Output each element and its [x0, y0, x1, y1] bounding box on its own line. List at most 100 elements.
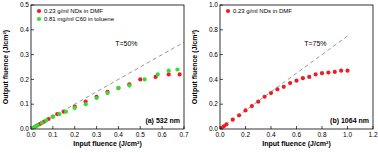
legend-marker	[226, 9, 230, 13]
point	[143, 77, 147, 81]
x-axis-label: Input fluence (J/cm²)	[262, 140, 330, 148]
point	[35, 123, 39, 127]
point	[40, 121, 44, 125]
y-tick-label: 0.8	[209, 26, 218, 33]
point	[314, 72, 318, 76]
point	[345, 69, 349, 73]
x-tick	[271, 126, 272, 129]
annotation: T=75%	[304, 40, 326, 47]
y-tick	[31, 104, 34, 105]
reference-line	[220, 36, 348, 129]
y-tick-label: 0.4	[209, 76, 218, 83]
point	[116, 86, 120, 90]
y-tick	[220, 29, 223, 30]
point	[51, 115, 55, 119]
x-tick-label: 0.8	[317, 131, 326, 138]
reference-line	[31, 42, 184, 129]
legend-marker	[37, 17, 41, 21]
point	[175, 67, 179, 71]
x-tick	[140, 126, 141, 129]
annotation: T=50%	[115, 40, 137, 47]
x-tick	[96, 126, 97, 129]
plot-area	[220, 5, 373, 129]
x-tick	[296, 126, 297, 129]
point	[73, 106, 77, 110]
x-tick-label: 0.2	[70, 131, 79, 138]
y-tick-label: 0.6	[209, 51, 218, 58]
point	[35, 123, 39, 127]
y-tick-label: 0.5	[20, 1, 29, 8]
point	[243, 108, 247, 112]
point	[256, 100, 260, 104]
point	[320, 71, 324, 75]
x-tick-label: 1.0	[343, 131, 352, 138]
panel-label: (b) 1064 nm	[330, 117, 369, 125]
y-tick	[31, 29, 34, 30]
point	[231, 118, 235, 122]
point	[250, 104, 254, 108]
x-tick-label: 0.4	[114, 131, 123, 138]
y-axis-label: Output fluence (J/cm²)	[191, 30, 199, 104]
legend-label: 0.23 g/ml NDs in DMF	[44, 8, 103, 14]
data-layer	[220, 36, 350, 129]
point	[40, 121, 44, 125]
y-tick	[31, 79, 34, 80]
x-tick	[52, 126, 53, 129]
x-tick	[245, 126, 246, 129]
point	[288, 81, 292, 85]
point	[307, 75, 311, 79]
y-tick	[220, 54, 223, 55]
point	[339, 69, 343, 73]
point	[116, 86, 120, 90]
y-tick-label: 0.2	[209, 100, 218, 107]
point	[263, 95, 267, 99]
point	[333, 70, 337, 74]
panel: 0.00.20.40.60.81.01.20.00.20.40.60.81.0I…	[191, 1, 378, 148]
frame	[220, 5, 373, 129]
point	[94, 96, 98, 100]
y-tick-label: 0.0	[209, 125, 218, 132]
point	[326, 70, 330, 74]
y-tick-label: 0.0	[20, 125, 29, 132]
y-tick	[220, 104, 223, 105]
point	[57, 112, 61, 116]
point	[105, 91, 109, 95]
point	[237, 113, 241, 117]
plot-area	[31, 5, 184, 129]
point	[156, 72, 160, 76]
x-tick-label: 0.3	[92, 131, 101, 138]
point	[294, 79, 298, 83]
point	[167, 69, 171, 73]
legend-label: 0.23 g/ml NDs in DMF	[233, 8, 292, 14]
y-tick-label: 0.4	[20, 26, 29, 33]
x-tick-label: 0.6	[292, 131, 301, 138]
point	[269, 91, 273, 95]
x-tick	[347, 126, 348, 129]
y-axis-label: Output fluence (J/cm²)	[2, 30, 10, 104]
figure: 0.00.10.20.30.40.50.60.70.00.10.20.30.40…	[0, 0, 378, 153]
legend-marker	[37, 9, 41, 13]
x-tick-label: 0.6	[158, 131, 167, 138]
x-tick-label: 0.1	[48, 131, 57, 138]
y-tick-label: 0.3	[20, 51, 29, 58]
x-tick-label: 0.7	[179, 131, 188, 138]
x-tick	[118, 126, 119, 129]
point	[127, 84, 131, 88]
frame	[31, 5, 184, 129]
point	[282, 85, 286, 89]
x-tick-label: 0.5	[136, 131, 145, 138]
x-tick	[74, 126, 75, 129]
x-tick-label: 0.2	[241, 131, 250, 138]
point	[84, 102, 88, 106]
x-tick-label: 0.4	[266, 131, 275, 138]
point	[178, 72, 182, 76]
y-tick-label: 1.0	[209, 1, 218, 8]
point	[138, 77, 142, 81]
panel-label: (a) 532 nm	[145, 117, 180, 125]
y-tick	[220, 79, 223, 80]
point	[224, 122, 228, 126]
x-axis-label: Input fluence (J/cm²)	[73, 140, 141, 148]
point	[301, 76, 305, 80]
x-tick-label: 1.2	[368, 131, 377, 138]
y-tick	[31, 54, 34, 55]
